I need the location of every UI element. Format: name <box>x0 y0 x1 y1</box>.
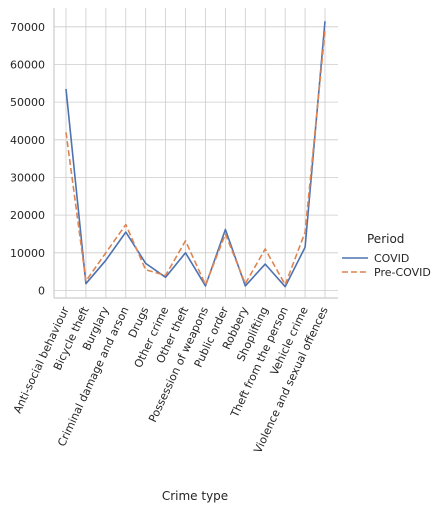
y-tick-labels: 0 10000 20000 30000 40000 50000 60000 70000 <box>10 21 45 298</box>
y-tick-label: 60000 <box>10 58 45 71</box>
y-tick-label: 50000 <box>10 96 45 109</box>
grid <box>54 8 338 298</box>
y-tick-label: 0 <box>38 284 45 297</box>
y-tick-label: 70000 <box>10 21 45 34</box>
y-tick-label: 20000 <box>10 209 45 222</box>
legend-label: Pre-COVID <box>374 266 431 279</box>
y-tick-label: 10000 <box>10 247 45 260</box>
x-axis-title: Crime type <box>162 489 228 503</box>
legend-title: Period <box>367 232 404 246</box>
series-line-covid <box>65 21 326 288</box>
series-lines <box>65 21 326 288</box>
series-line-pre-covid <box>65 30 326 286</box>
y-tick-label: 40000 <box>10 134 45 147</box>
legend-label: COVID <box>374 252 409 265</box>
axes <box>53 8 338 299</box>
y-tick-label: 30000 <box>10 171 45 184</box>
